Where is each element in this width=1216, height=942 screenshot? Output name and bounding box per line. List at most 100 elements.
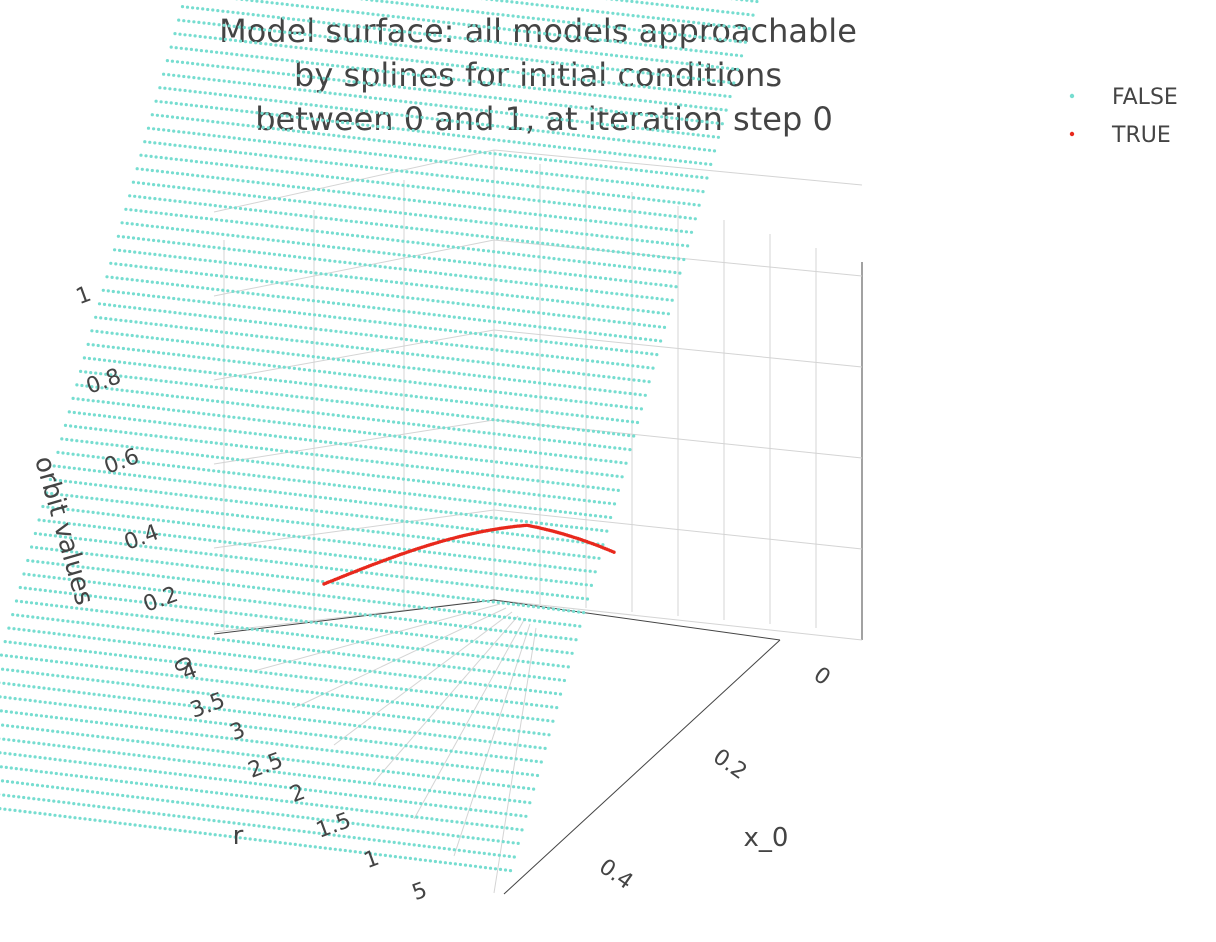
surface-point	[186, 61, 190, 65]
surface-point	[633, 42, 638, 46]
surface-point	[393, 322, 397, 326]
surface-point	[545, 298, 550, 302]
surface-point	[619, 222, 623, 226]
surface-point	[510, 406, 514, 410]
surface-point	[410, 282, 414, 286]
surface-point	[635, 238, 639, 242]
surface-point	[611, 305, 615, 309]
surface-point	[223, 316, 227, 320]
surface-point	[724, 52, 729, 56]
surface-point	[496, 12, 500, 16]
surface-point	[298, 255, 302, 259]
surface-point	[208, 147, 212, 151]
surface-point	[412, 143, 417, 147]
surface-point	[177, 353, 181, 357]
surface-point	[519, 225, 524, 229]
surface-point	[298, 199, 302, 203]
surface-point	[545, 410, 549, 414]
surface-point	[468, 261, 472, 265]
surface-point	[414, 45, 418, 49]
surface-point	[728, 94, 732, 99]
surface-point	[291, 240, 295, 245]
surface-point	[116, 290, 120, 294]
surface-point	[197, 20, 201, 24]
surface-point	[534, 45, 538, 49]
surface-point	[354, 443, 358, 448]
surface-point	[540, 353, 544, 357]
surface-point	[314, 159, 318, 163]
surface-point	[534, 338, 538, 343]
surface-point	[388, 154, 393, 158]
surface-point	[404, 156, 408, 160]
surface-point	[539, 227, 544, 231]
surface-point	[609, 109, 613, 113]
surface-point	[614, 278, 618, 282]
surface-point	[669, 284, 673, 288]
surface-point	[678, 215, 682, 219]
surface-point	[351, 415, 355, 419]
surface-point	[610, 474, 614, 478]
surface-point	[478, 500, 482, 504]
surface-point	[262, 363, 266, 367]
surface-point	[672, 200, 676, 204]
surface-point	[546, 18, 551, 22]
surface-point	[462, 428, 466, 432]
surface-point	[570, 119, 574, 123]
surface-point	[158, 86, 162, 90]
surface-point	[498, 208, 502, 212]
surface-point	[482, 319, 487, 323]
surface-point	[370, 110, 374, 114]
surface-point	[406, 352, 410, 356]
surface-point	[651, 184, 655, 188]
surface-point	[301, 242, 305, 246]
surface-point	[449, 49, 453, 53]
surface-point	[723, 38, 727, 42]
surface-point	[432, 19, 436, 23]
surface-point	[113, 304, 117, 308]
surface-point	[342, 23, 346, 27]
surface-point	[411, 240, 415, 244]
surface-point	[233, 429, 237, 433]
surface-point	[449, 161, 453, 165]
surface-point	[594, 51, 598, 56]
surface-point	[379, 279, 383, 283]
surface-point	[179, 381, 183, 385]
surface-point	[584, 106, 588, 110]
surface-point	[259, 265, 263, 269]
surface-point	[583, 330, 587, 334]
surface-point	[493, 390, 498, 394]
surface-point	[380, 461, 384, 465]
surface-point	[421, 353, 425, 357]
surface-point	[450, 231, 454, 235]
surface-point	[146, 405, 151, 409]
surface-point	[144, 265, 148, 269]
surface-point	[424, 46, 428, 50]
surface-point	[382, 251, 386, 255]
surface-point	[583, 274, 588, 278]
surface-point	[459, 106, 463, 110]
surface-point	[185, 5, 190, 9]
surface-point	[252, 306, 256, 310]
surface-point	[387, 140, 391, 144]
surface-point	[605, 179, 609, 183]
surface-point	[295, 171, 299, 175]
surface-point	[199, 49, 203, 53]
surface-point	[420, 465, 424, 469]
surface-point	[203, 258, 207, 262]
surface-point	[515, 350, 519, 354]
surface-point	[415, 465, 419, 469]
surface-point	[579, 344, 583, 348]
surface-point	[585, 358, 590, 363]
surface-point	[659, 339, 663, 343]
surface-point	[451, 245, 455, 249]
surface-point	[368, 319, 372, 323]
surface-point	[352, 24, 356, 28]
surface-point	[621, 68, 625, 72]
surface-point	[455, 343, 459, 347]
surface-point	[461, 8, 465, 12]
surface-point	[365, 53, 369, 58]
surface-point	[555, 355, 560, 359]
surface-point	[92, 413, 96, 417]
surface-point	[329, 329, 333, 333]
surface-point	[628, 335, 633, 340]
